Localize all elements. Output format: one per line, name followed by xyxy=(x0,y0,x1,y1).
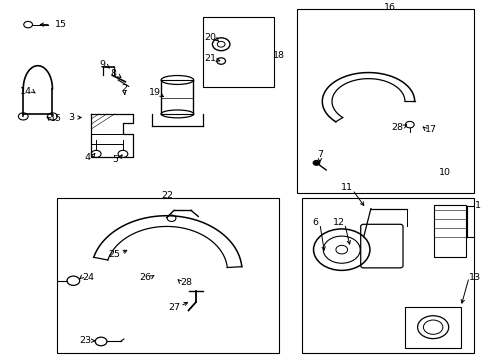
Bar xyxy=(433,205,465,257)
Text: 17: 17 xyxy=(425,126,436,135)
Text: 9: 9 xyxy=(100,60,105,69)
Text: 27: 27 xyxy=(168,303,180,312)
Text: 6: 6 xyxy=(312,218,318,227)
Text: 26: 26 xyxy=(139,273,151,282)
Text: 24: 24 xyxy=(82,273,94,282)
Bar xyxy=(301,198,473,353)
Text: 18: 18 xyxy=(272,51,284,60)
Bar xyxy=(203,18,273,87)
Text: 2: 2 xyxy=(121,84,127,93)
Bar xyxy=(57,198,278,353)
Text: 13: 13 xyxy=(468,273,481,282)
Text: 12: 12 xyxy=(332,218,344,227)
Text: 15: 15 xyxy=(50,114,61,123)
Text: 5: 5 xyxy=(112,155,118,164)
Text: 21: 21 xyxy=(204,54,216,63)
Text: 15: 15 xyxy=(55,20,66,29)
Circle shape xyxy=(312,160,319,165)
Text: 25: 25 xyxy=(108,250,120,259)
Text: 20: 20 xyxy=(204,33,216,42)
Text: 11: 11 xyxy=(340,183,352,192)
Text: 16: 16 xyxy=(384,3,396,12)
Bar xyxy=(296,9,473,193)
Text: 1: 1 xyxy=(474,201,480,210)
Text: 23: 23 xyxy=(79,336,91,345)
Text: 10: 10 xyxy=(438,168,450,177)
Text: 22: 22 xyxy=(162,190,173,199)
Text: 8: 8 xyxy=(110,69,116,78)
Text: 19: 19 xyxy=(148,88,160,97)
Text: 4: 4 xyxy=(85,153,91,162)
Text: 28: 28 xyxy=(391,123,403,132)
Text: 28: 28 xyxy=(180,278,192,287)
Bar xyxy=(404,307,460,348)
Text: 14: 14 xyxy=(20,87,32,96)
Text: 3: 3 xyxy=(68,113,74,122)
Text: 7: 7 xyxy=(316,150,322,159)
